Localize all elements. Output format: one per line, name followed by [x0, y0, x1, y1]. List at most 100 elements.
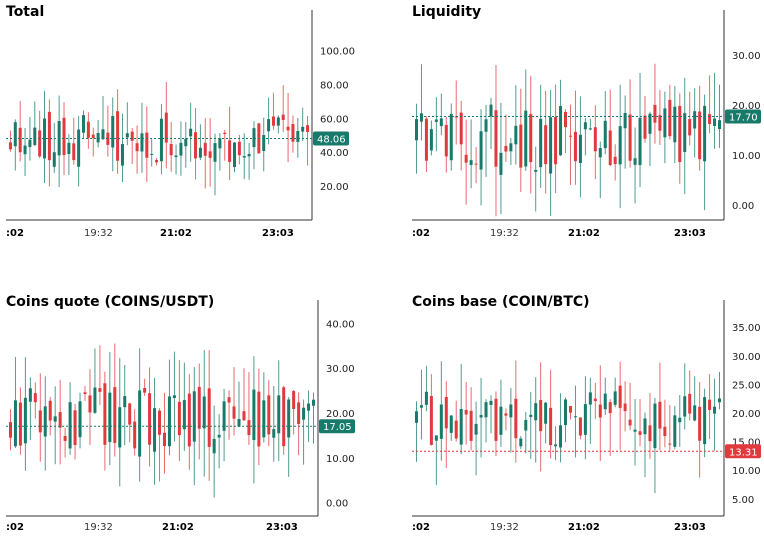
candle-body — [18, 402, 22, 446]
x-tick-label: 23:03 — [266, 522, 298, 533]
candle-body — [439, 118, 443, 127]
candle-body — [603, 120, 607, 149]
candle-body — [539, 118, 543, 168]
candle-body — [98, 388, 102, 392]
candle-body — [111, 116, 115, 148]
candle-body — [223, 132, 227, 135]
candle-body — [708, 114, 712, 124]
y-tick-label: 30.00 — [326, 364, 355, 375]
candle-body — [18, 127, 22, 153]
candle-body — [534, 403, 538, 421]
last-value-badge — [319, 419, 355, 434]
candle-body — [703, 397, 707, 445]
chart-canvas-liquidity: 0.00 10.00 20.00 30.00:02 19:32 21:02 23:03 17.… — [412, 10, 761, 239]
candle-body — [169, 143, 173, 156]
candle-body — [187, 393, 191, 447]
candle-body — [509, 143, 513, 152]
candle-body — [48, 400, 52, 421]
candle-body — [653, 403, 657, 449]
candle-body — [459, 408, 463, 445]
candle-body — [13, 400, 17, 447]
candle-body — [38, 130, 42, 157]
candle-body — [118, 407, 122, 448]
candle-body — [262, 135, 266, 152]
chart-title: Coins base (COIN/BTC) — [412, 294, 590, 310]
candle-body — [414, 119, 418, 141]
candle-body — [242, 411, 246, 421]
last-value-label: 17.05 — [323, 422, 352, 433]
candle-body — [469, 410, 473, 441]
candle-body — [559, 425, 563, 448]
candle-body — [159, 118, 163, 162]
candle-body — [643, 115, 647, 139]
candle-body — [73, 410, 77, 446]
candle-body — [120, 144, 124, 166]
candle-body — [135, 143, 139, 152]
last-value-label: 48.06 — [317, 135, 346, 146]
candle-body — [429, 129, 433, 151]
candle-body — [504, 145, 508, 152]
candle-body — [108, 392, 112, 443]
candle-body — [658, 401, 662, 429]
candle-body — [167, 396, 171, 447]
candle-body — [578, 134, 582, 164]
candle-body — [179, 142, 183, 156]
candle-body — [43, 406, 47, 437]
candle-body — [96, 133, 100, 143]
candle-body — [683, 396, 687, 417]
candle-body — [429, 396, 433, 445]
candle-body — [519, 124, 523, 168]
chart-canvas-total: 20.00 40.00 60.00 80.00 100.00:02 19:32 21:02 2… — [6, 10, 355, 239]
candle-body — [63, 435, 67, 441]
candle-body — [524, 419, 528, 431]
candle-body — [663, 108, 667, 138]
candle-body — [125, 133, 129, 138]
candle-body — [177, 401, 181, 436]
candle-body — [479, 414, 483, 418]
candle-body — [47, 111, 51, 161]
candle-body — [267, 119, 271, 132]
candle-body — [162, 432, 166, 447]
candle-body — [262, 400, 266, 438]
candle-body — [449, 415, 453, 433]
candle-body — [509, 404, 513, 418]
candle-body — [628, 114, 632, 161]
candle-body — [504, 413, 508, 416]
candle-body — [128, 403, 132, 425]
candle-body — [464, 409, 468, 415]
candle-body — [197, 386, 201, 429]
candle-body — [277, 395, 281, 434]
x-tick-label: 23:03 — [262, 228, 294, 239]
y-tick-label: 35.00 — [732, 323, 761, 334]
candle-body — [257, 391, 261, 447]
chart-panel-total: 20.00 40.00 60.00 80.00 100.00:02 19:32 21:02 2… — [0, 0, 382, 267]
candle-body — [58, 412, 62, 428]
y-tick-label: 0.00 — [326, 499, 348, 510]
candle-body — [648, 113, 652, 134]
candle-body — [648, 425, 652, 442]
candle-body — [296, 131, 300, 142]
chart-canvas-coins-quote: 0.00 10.00 20.00 30.00 40.00:02 19:32 21:02 23:… — [6, 300, 355, 533]
candle-body — [668, 443, 672, 445]
y-tick-label: 5.00 — [732, 495, 754, 506]
candle-body — [673, 106, 677, 143]
candle-body — [43, 118, 47, 159]
candle-body — [474, 163, 478, 165]
candle-body — [578, 417, 582, 436]
last-value-label: 17.70 — [729, 113, 758, 124]
candle-body — [145, 132, 149, 158]
y-tick-label: 20.00 — [732, 409, 761, 420]
candle-body — [164, 112, 168, 143]
candle-body — [484, 119, 488, 132]
candle-body — [312, 399, 316, 406]
candle-body — [559, 106, 563, 156]
candle-body — [499, 152, 503, 175]
candle-body — [469, 160, 473, 165]
candle-body — [693, 405, 697, 421]
candle-body — [155, 160, 159, 163]
x-tick-label: :02 — [412, 522, 430, 533]
candle-body — [583, 122, 587, 130]
candle-body — [194, 132, 198, 159]
last-value-badge — [725, 444, 761, 459]
candle-body — [130, 131, 134, 141]
